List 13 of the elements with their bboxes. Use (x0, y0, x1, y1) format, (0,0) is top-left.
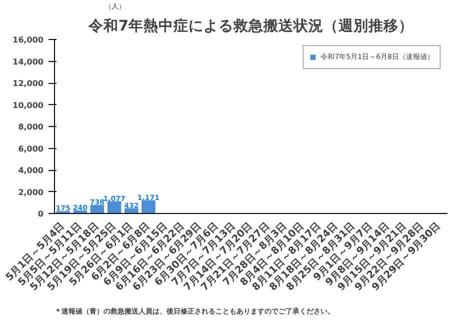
bar (142, 200, 156, 214)
y-tick-label: 2,000 (18, 188, 44, 197)
bar (107, 201, 122, 214)
y-tick-label: 14,000 (12, 57, 44, 66)
bar (90, 204, 104, 214)
y-tick-label: 10,000 (12, 100, 44, 110)
y-tick-label: 0 (38, 210, 44, 218)
y-tick-label: 6,000 (18, 144, 44, 154)
y-tick-label: 12,000 (12, 79, 44, 88)
chart-title: 令和7年熱中症による救急搬送状況（週別推移） (87, 18, 414, 34)
y-tick-label: 16,000 (12, 36, 44, 44)
y-tick-label: 4,000 (18, 166, 44, 175)
y-tick-label: 8,000 (18, 122, 44, 132)
